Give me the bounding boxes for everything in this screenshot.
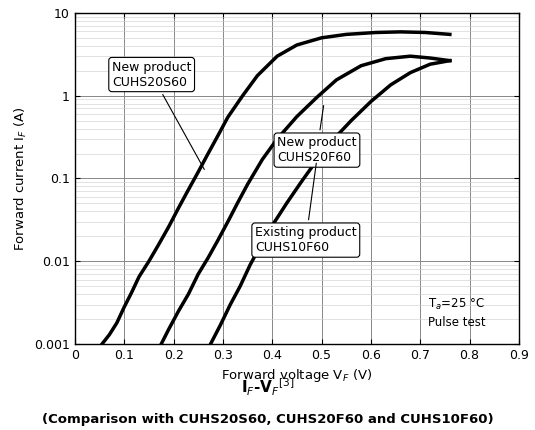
Text: Existing product
CUHS10F60: Existing product CUHS10F60	[255, 163, 357, 254]
Text: New product
CUHS20S60: New product CUHS20S60	[112, 61, 204, 169]
Text: T$_a$=25 °C: T$_a$=25 °C	[427, 297, 484, 312]
Text: I$_{F}$-V$_{F}$$^{[3]}$: I$_{F}$-V$_{F}$$^{[3]}$	[241, 376, 294, 398]
X-axis label: Forward voltage V$_F$ (V): Forward voltage V$_F$ (V)	[221, 367, 372, 384]
Text: New product
CUHS20F60: New product CUHS20F60	[277, 105, 357, 164]
Text: Pulse test: Pulse test	[427, 316, 485, 329]
Y-axis label: Forward current I$_F$ (A): Forward current I$_F$ (A)	[12, 106, 28, 251]
Text: (Comparison with CUHS20S60, CUHS20F60 and CUHS10F60): (Comparison with CUHS20S60, CUHS20F60 an…	[42, 413, 493, 426]
